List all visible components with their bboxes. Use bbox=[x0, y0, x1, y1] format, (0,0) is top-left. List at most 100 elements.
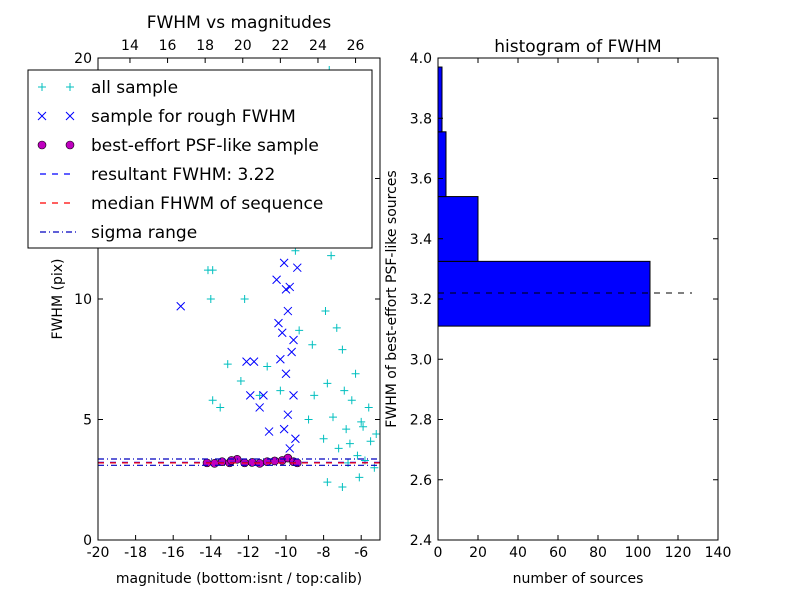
top-x-tick-label: 24 bbox=[309, 38, 327, 54]
legend-box bbox=[27, 69, 373, 249]
y-tick-label: 0 bbox=[83, 533, 92, 549]
point bbox=[277, 328, 287, 338]
x-tick-label: 140 bbox=[705, 545, 732, 561]
y-tick-label: 3.8 bbox=[410, 111, 432, 127]
point bbox=[206, 295, 215, 303]
legend-marker bbox=[37, 140, 47, 150]
point bbox=[291, 434, 300, 444]
point bbox=[310, 391, 319, 400]
point bbox=[274, 318, 283, 328]
bar bbox=[437, 131, 447, 198]
point bbox=[372, 429, 380, 438]
legend-label: sigma range bbox=[91, 223, 197, 243]
x-tick-label: 60 bbox=[549, 545, 567, 561]
point bbox=[287, 347, 296, 357]
point bbox=[240, 295, 249, 303]
x-tick-label: -12 bbox=[237, 545, 260, 561]
point bbox=[357, 417, 366, 426]
y-tick-label: 20 bbox=[74, 51, 92, 67]
point bbox=[259, 391, 268, 400]
point bbox=[342, 425, 351, 434]
x-tick-label: 100 bbox=[625, 545, 652, 561]
x-tick-label: 40 bbox=[509, 545, 527, 561]
point bbox=[285, 282, 295, 292]
x-tick-label: -8 bbox=[317, 545, 331, 561]
point bbox=[208, 266, 217, 275]
legend-label: sample for rough FWHM bbox=[91, 107, 296, 127]
point bbox=[263, 362, 272, 371]
point bbox=[292, 263, 302, 273]
point bbox=[270, 456, 280, 466]
y-axis-label: FWHM of best-effort PSF-like sources bbox=[384, 170, 400, 427]
x-tick-label: 20 bbox=[469, 545, 487, 561]
x-tick-label: -6 bbox=[354, 545, 368, 561]
point bbox=[319, 434, 328, 443]
point bbox=[255, 391, 264, 400]
x-tick-label: 120 bbox=[665, 545, 692, 561]
y-tick-label: 5 bbox=[83, 413, 92, 429]
point bbox=[264, 427, 274, 436]
point bbox=[242, 357, 251, 367]
point bbox=[359, 422, 368, 431]
point bbox=[255, 403, 265, 412]
legend-label: median FHWM of sequence bbox=[91, 194, 323, 214]
point bbox=[279, 424, 289, 434]
x-tick-label: 0 bbox=[434, 545, 443, 561]
y-tick-label: 3.2 bbox=[410, 292, 432, 308]
chart-title: FWHM vs magnitudes bbox=[147, 13, 332, 33]
point bbox=[347, 396, 356, 405]
legend-label: resultant FWHM: 3.22 bbox=[91, 165, 275, 185]
point bbox=[245, 391, 255, 400]
x-axis-label: number of sources bbox=[513, 571, 644, 587]
x-tick-label: -20 bbox=[87, 545, 110, 561]
top-x-tick-label: 22 bbox=[271, 38, 289, 54]
point bbox=[355, 473, 364, 482]
point bbox=[249, 357, 259, 367]
point bbox=[295, 326, 304, 335]
x-tick-label: 80 bbox=[589, 545, 607, 561]
point bbox=[334, 444, 343, 453]
point bbox=[332, 323, 341, 332]
point bbox=[289, 335, 298, 345]
point bbox=[327, 251, 336, 260]
y-tick-label: 4.0 bbox=[410, 51, 432, 67]
point bbox=[345, 439, 354, 448]
point bbox=[216, 403, 225, 412]
y-tick-label: 10 bbox=[74, 292, 92, 308]
point bbox=[281, 285, 291, 294]
legend-marker bbox=[38, 83, 46, 91]
point bbox=[340, 386, 349, 395]
point bbox=[323, 379, 332, 388]
point bbox=[304, 415, 313, 424]
point bbox=[351, 369, 360, 378]
top-x-tick-label: 14 bbox=[121, 38, 139, 54]
legend-label: all sample bbox=[91, 78, 178, 98]
x-tick-label: -14 bbox=[199, 545, 222, 561]
bar bbox=[437, 260, 651, 327]
top-x-tick-label: 20 bbox=[234, 38, 252, 54]
x-tick-label: -16 bbox=[162, 545, 185, 561]
x-axis-label: magnitude (bottom:isnt / top:calib) bbox=[116, 571, 362, 587]
point bbox=[276, 354, 285, 364]
point bbox=[283, 306, 293, 316]
point bbox=[272, 275, 281, 285]
legend-marker bbox=[65, 111, 75, 121]
x-tick-label: -10 bbox=[275, 545, 298, 561]
point bbox=[223, 360, 232, 369]
point bbox=[353, 451, 362, 460]
chart-title: histogram of FWHM bbox=[494, 37, 661, 57]
y-tick-label: 2.6 bbox=[410, 473, 432, 489]
legend-marker bbox=[65, 140, 75, 150]
point bbox=[176, 301, 186, 311]
point bbox=[208, 396, 217, 405]
point bbox=[329, 413, 337, 422]
x-tick-label: -18 bbox=[124, 545, 147, 561]
top-x-tick-label: 18 bbox=[196, 38, 214, 54]
y-axis-label: FWHM (pix) bbox=[50, 259, 66, 340]
point bbox=[236, 376, 245, 385]
point bbox=[366, 437, 375, 446]
legend-marker bbox=[66, 83, 74, 91]
point bbox=[279, 258, 289, 268]
y-tick-label: 2.8 bbox=[410, 413, 432, 429]
